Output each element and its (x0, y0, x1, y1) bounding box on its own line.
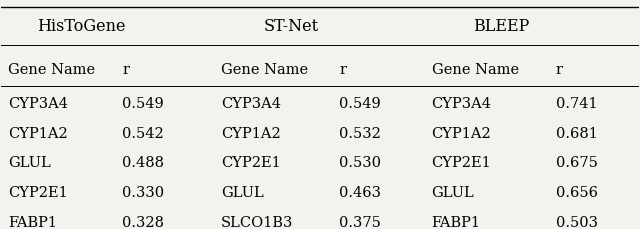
Text: CYP3A4: CYP3A4 (431, 96, 492, 110)
Text: CYP3A4: CYP3A4 (221, 96, 281, 110)
Text: 0.656: 0.656 (556, 185, 598, 199)
Text: 0.503: 0.503 (556, 215, 598, 229)
Text: CYP3A4: CYP3A4 (8, 96, 68, 110)
Text: 0.549: 0.549 (339, 96, 381, 110)
Text: GLUL: GLUL (8, 156, 51, 170)
Text: 0.549: 0.549 (122, 96, 164, 110)
Text: CYP1A2: CYP1A2 (221, 126, 281, 140)
Text: CYP2E1: CYP2E1 (431, 156, 492, 170)
Text: 0.530: 0.530 (339, 156, 381, 170)
Text: 0.375: 0.375 (339, 215, 381, 229)
Text: 0.532: 0.532 (339, 126, 381, 140)
Text: GLUL: GLUL (221, 185, 264, 199)
Text: CYP2E1: CYP2E1 (8, 185, 67, 199)
Text: 0.675: 0.675 (556, 156, 598, 170)
Text: Gene Name: Gene Name (221, 62, 308, 76)
Text: 0.681: 0.681 (556, 126, 598, 140)
Text: FABP1: FABP1 (8, 215, 57, 229)
Text: r: r (556, 62, 563, 76)
Text: 0.328: 0.328 (122, 215, 164, 229)
Text: 0.488: 0.488 (122, 156, 164, 170)
Text: HisToGene: HisToGene (36, 18, 125, 35)
Text: r: r (339, 62, 346, 76)
Text: 0.741: 0.741 (556, 96, 597, 110)
Text: CYP1A2: CYP1A2 (431, 126, 492, 140)
Text: r: r (122, 62, 129, 76)
Text: BLEEP: BLEEP (474, 18, 530, 35)
Text: ST-Net: ST-Net (264, 18, 319, 35)
Text: 0.330: 0.330 (122, 185, 164, 199)
Text: 0.463: 0.463 (339, 185, 381, 199)
Text: Gene Name: Gene Name (431, 62, 518, 76)
Text: CYP2E1: CYP2E1 (221, 156, 281, 170)
Text: SLCO1B3: SLCO1B3 (221, 215, 294, 229)
Text: 0.542: 0.542 (122, 126, 164, 140)
Text: Gene Name: Gene Name (8, 62, 95, 76)
Text: GLUL: GLUL (431, 185, 474, 199)
Text: CYP1A2: CYP1A2 (8, 126, 67, 140)
Text: FABP1: FABP1 (431, 215, 481, 229)
